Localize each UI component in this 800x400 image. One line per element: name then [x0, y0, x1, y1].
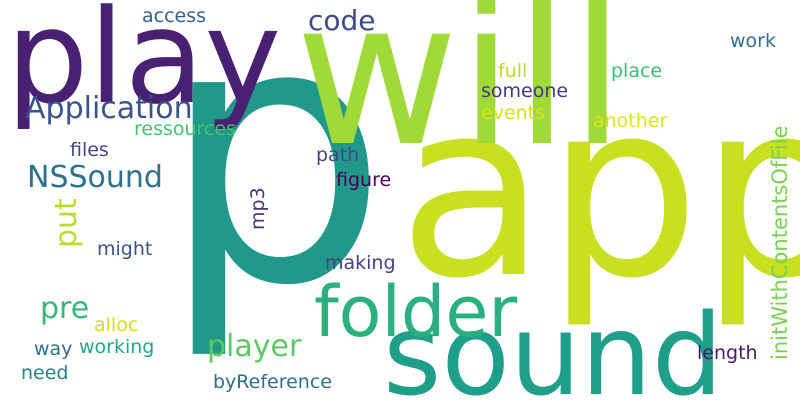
- word-figure: figure: [336, 169, 392, 191]
- word-files: files: [70, 139, 109, 161]
- word-place: place: [611, 60, 663, 82]
- word-nssound: NSSound: [27, 160, 163, 195]
- word-working: working: [79, 336, 155, 358]
- word-play: play: [6, 0, 282, 133]
- word-work: work: [730, 30, 776, 52]
- word-might: might: [97, 238, 153, 260]
- word-byreference: byReference: [213, 371, 332, 393]
- word-making: making: [325, 252, 396, 274]
- word-mp3: mp3: [247, 187, 269, 230]
- word-p: p: [160, 0, 389, 364]
- word-events: events: [481, 102, 546, 124]
- word-access: access: [142, 5, 207, 27]
- word-pre: pre: [40, 291, 90, 326]
- word-player: player: [207, 329, 302, 364]
- word-another: another: [593, 110, 668, 132]
- word-someone: someone: [481, 80, 569, 102]
- word-initwithcontentsoffile: initWithContentsOfFile: [768, 125, 792, 360]
- word-will: will: [295, 0, 626, 191]
- word-sound: sound: [383, 291, 723, 400]
- word-put: put: [49, 198, 84, 248]
- word-need: need: [21, 362, 69, 384]
- word-full: full: [498, 60, 528, 82]
- word-length: length: [697, 342, 758, 364]
- word-code: code: [308, 4, 376, 37]
- word-folder: folder: [314, 271, 518, 353]
- word-path: path: [316, 144, 360, 166]
- word-application: Application: [25, 91, 193, 126]
- word-ressources: ressources: [134, 118, 236, 140]
- word-way: way: [34, 338, 73, 360]
- word-alloc: alloc: [94, 314, 139, 336]
- word-app: app: [398, 50, 800, 332]
